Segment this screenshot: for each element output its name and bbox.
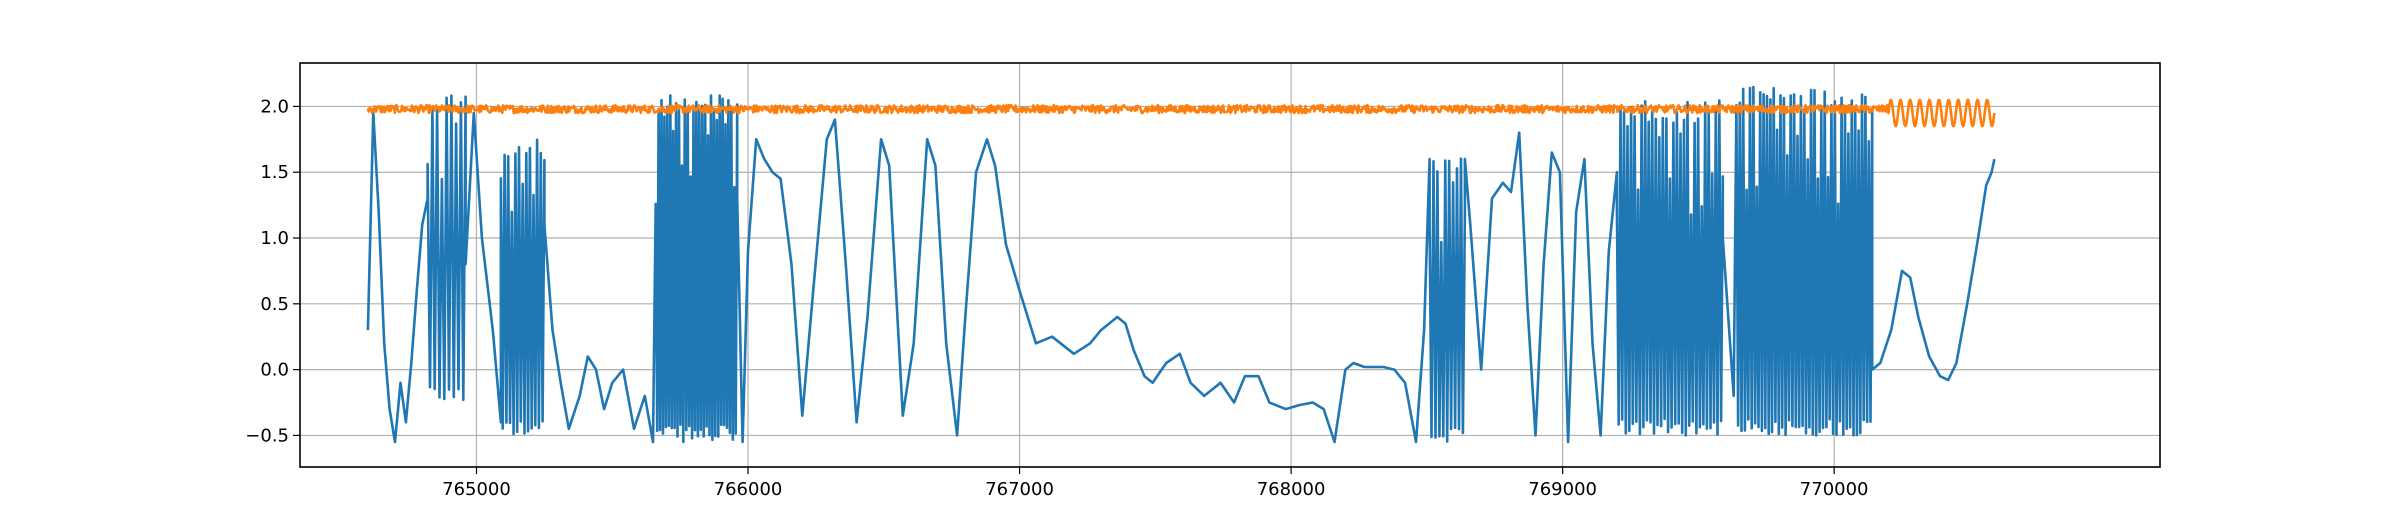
x-tick-label: 769000 (1528, 479, 1597, 500)
plot-frame (299, 62, 2161, 468)
x-tick-label: 767000 (985, 479, 1054, 500)
y-tick-label: 1.0 (260, 228, 289, 249)
y-tick-label: 1.5 (260, 162, 289, 183)
y-tick-label: 2.0 (260, 96, 289, 117)
x-tick-label: 768000 (1257, 479, 1326, 500)
x-tick-label: 765000 (442, 479, 511, 500)
series-layer (366, 85, 1996, 444)
x-tick-label: 766000 (714, 479, 783, 500)
tick-layer: 765000 766000 767000 768000 769000 770000 −0.5… (245, 96, 1868, 500)
y-tick-label: 0.0 (260, 360, 289, 381)
y-tick-label: −0.5 (245, 425, 289, 446)
y-tick-label: 0.5 (260, 294, 289, 315)
series-line-1 (366, 85, 1996, 444)
series-line-2 (366, 98, 1996, 128)
x-tick-label: 770000 (1800, 479, 1869, 500)
